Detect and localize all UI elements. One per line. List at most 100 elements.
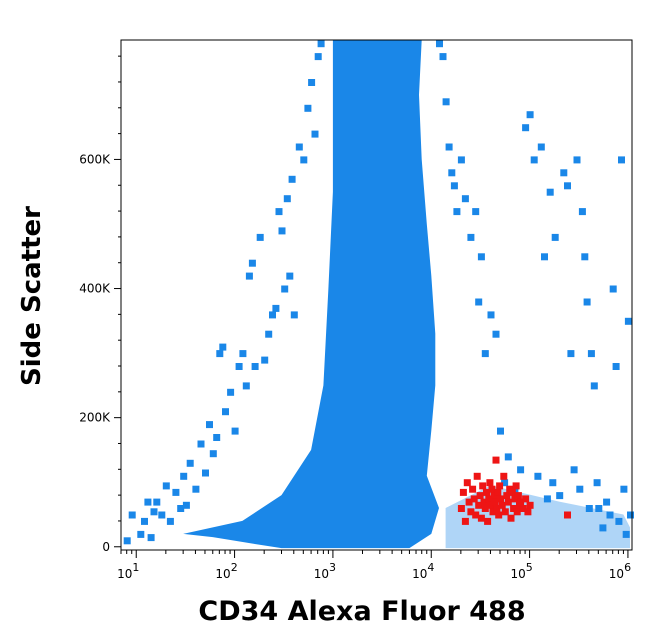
red-event-point [500,472,508,480]
blue-event-point [150,508,158,516]
red-event-point [469,485,477,493]
x-tick-label: 103 [314,561,336,581]
blue-event-point [517,466,525,474]
blue-event-point [461,195,469,203]
blue-event-point [231,427,239,435]
blue-event-point [522,124,530,132]
blue-event-point [286,272,294,280]
red-event-point [479,482,487,490]
blue-event-point [283,195,291,203]
red-event-point [488,485,496,493]
red-event-point [457,505,465,512]
red-event-point [496,482,504,490]
blue-event-point [177,505,185,512]
blue-event-point [197,440,205,448]
blue-event-point [239,350,247,358]
blue-event-point [624,317,632,325]
blue-event-point [186,459,194,467]
blue-event-point [581,253,589,261]
blue-event-point [166,517,174,525]
red-event-point [467,508,475,516]
blue-event-point [137,530,145,538]
plot-frame [120,39,633,551]
y-tick-label: 600K [79,152,111,166]
blue-event-point [570,466,578,474]
red-event-point [489,508,497,516]
blue-event-point [304,104,312,112]
blue-event-point [128,511,136,519]
red-event-point [487,501,495,509]
blue-event-point [219,343,227,351]
x-axis-title: CD34 Alexa Fluor 488 [198,596,525,627]
blue-event-point [618,156,625,164]
red-event-point [492,456,500,464]
red-event-point [503,492,511,500]
blue-event-point [242,382,250,390]
red-event-point [484,517,492,525]
y-axis-title: Side Scatter [17,206,47,386]
blue-event-point [627,511,634,519]
blue-event-point [564,182,571,190]
blue-event-point [504,453,512,461]
red-event-point [472,511,480,519]
blue-event-point [585,505,593,512]
blue-event-point [216,350,224,358]
blue-event-point [450,182,458,190]
blue-event-point [546,188,554,196]
blue-event-point [245,272,253,280]
blue-event-point [560,169,568,177]
blue-event-point [251,363,259,370]
blue-event-point [206,421,213,429]
red-event-point [465,498,473,506]
red-event-point [476,492,484,500]
blue-event-point [537,143,545,151]
blue-event-point [317,40,325,48]
red-event-point [498,501,506,509]
blue-event-point [576,485,584,493]
blue-event-point [467,233,475,241]
data-points [123,40,634,545]
blue-event-point [147,534,155,542]
red-event-point [485,495,493,503]
blue-event-point [530,156,538,164]
blue-event-point [123,537,131,545]
red-event-point [510,505,518,512]
blue-event-point [278,227,286,235]
blue-event-point [453,208,461,216]
blue-event-point [448,169,456,177]
red-event-point [461,517,469,525]
blue-event-point [295,143,303,151]
y-tick-label: 200K [79,411,111,425]
x-tick-label: 106 [609,561,631,581]
blue-event-point [436,40,443,48]
red-event-point [490,492,498,500]
red-event-point [564,511,571,519]
blue-event-point [144,498,152,506]
blue-event-point [497,427,504,435]
x-tick-label: 102 [215,561,237,581]
blue-event-point [487,311,495,319]
blue-event-point [256,233,264,241]
blue-event-point [606,511,614,519]
blue-event-point [308,79,316,86]
population-density [183,40,630,549]
blue-event-point [481,350,489,358]
red-event-point [486,479,494,487]
blue-event-point [587,350,595,358]
blue-event-point [311,130,319,138]
red-event-point [514,492,522,500]
blue-event-point [445,143,453,151]
blue-event-point [593,479,601,487]
blue-event-point [172,488,180,496]
red-event-point [494,488,502,496]
red-event-point [475,501,483,509]
red-event-point [470,495,478,503]
blue-event-point [573,156,581,164]
blue-event-point [475,298,483,306]
x-tick-label: 104 [412,561,434,581]
blue-event-point [222,408,229,416]
y-tick-label: 400K [79,282,111,296]
red-event-point [517,498,525,506]
blue-event-point [182,501,190,509]
